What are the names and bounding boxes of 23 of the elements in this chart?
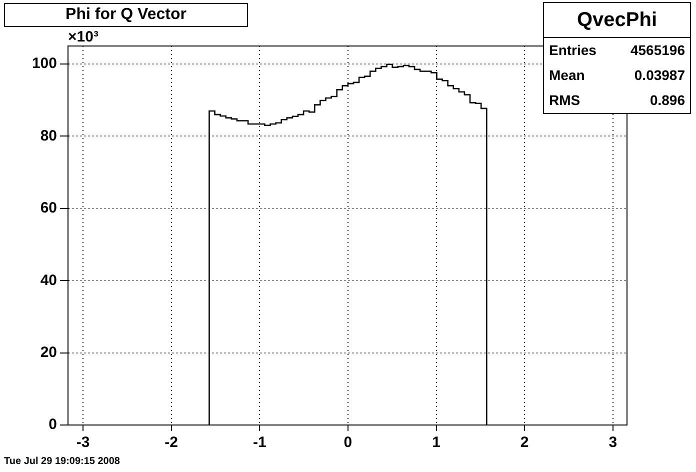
y-tick-label: 20 [40,344,57,361]
x-tick-label: 1 [432,434,440,452]
text: 4565196 [630,41,685,60]
y-tick-label: 0 [48,416,57,434]
x-tick-label: -1 [252,434,266,452]
y-tick-label: 80 [40,127,57,144]
annotation: RMS [549,91,580,110]
x-tick-label: 2 [520,434,529,452]
y-tick-label: 60 [40,200,57,217]
y-tick-label: 100 [32,55,57,72]
annotation: Entries [549,41,596,60]
chart-title: Phi for Q Vector [4,3,248,27]
x-tick-label: 3 [608,434,618,452]
x-tick-label: -3 [76,434,90,452]
text: Tue Jul 29 19:09:15 2008 [4,456,120,467]
text: 0.896 [650,91,685,110]
text: 0.03987 [634,66,685,85]
text: QvecPhi [544,3,690,38]
x-tick-label: -2 [164,434,178,452]
annotation: Mean [549,66,585,85]
y-tick-label: 40 [40,272,57,289]
y-axis-title: ×10³ [68,28,98,46]
x-tick-label: 0 [344,434,352,452]
